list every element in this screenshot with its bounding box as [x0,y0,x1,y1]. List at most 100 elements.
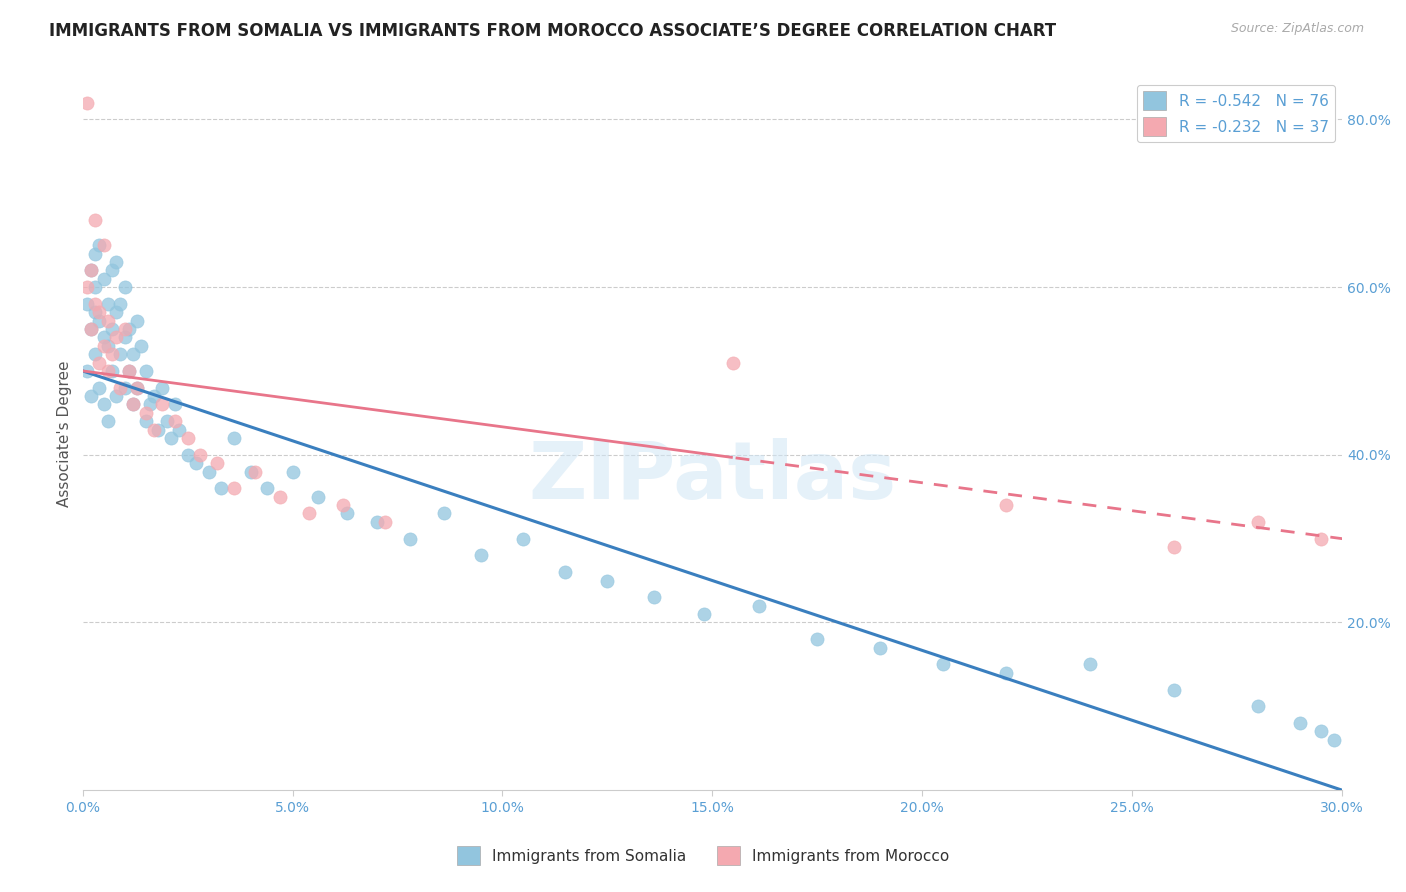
Point [80,322,103,336]
Point [1163,540,1185,554]
Text: Source: ZipAtlas.com: Source: ZipAtlas.com [1230,22,1364,36]
Point [243,465,266,479]
Point [281,465,304,479]
Point [336,507,359,521]
Point [101,364,124,378]
Point [298,507,321,521]
Point [869,640,891,655]
Point [1289,716,1312,731]
Point [148,423,170,437]
Point [163,397,186,411]
Point [512,532,534,546]
Point [995,498,1018,512]
Point [399,532,422,546]
Y-axis label: Associate's Degree: Associate's Degree [58,360,72,507]
Point [97,313,120,327]
Point [110,297,132,311]
Point [723,355,745,369]
Point [167,423,190,437]
Legend: R = -0.542   N = 76, R = -0.232   N = 37: R = -0.542 N = 76, R = -0.232 N = 37 [1137,85,1334,142]
Point [197,465,219,479]
Point [80,263,103,277]
Point [105,305,128,319]
Point [122,397,145,411]
Point [84,305,107,319]
Point [176,431,198,445]
Point [89,238,111,252]
Point [118,322,141,336]
Text: IMMIGRANTS FROM SOMALIA VS IMMIGRANTS FROM MOROCCO ASSOCIATE’S DEGREE CORRELATIO: IMMIGRANTS FROM SOMALIA VS IMMIGRANTS FR… [49,22,1056,40]
Point [1310,724,1333,739]
Point [76,280,98,294]
Point [101,347,124,361]
Point [93,397,115,411]
Point [84,297,107,311]
Point [80,322,103,336]
Point [89,305,111,319]
Point [374,515,396,529]
Point [114,330,136,344]
Point [1247,515,1270,529]
Point [84,246,107,260]
Point [122,397,145,411]
Point [155,414,177,428]
Point [256,481,278,495]
Point [97,414,120,428]
Point [135,414,157,428]
Point [97,364,120,378]
Point [76,95,98,110]
Point [643,591,665,605]
Point [93,330,115,344]
Point [143,423,166,437]
Point [118,364,141,378]
Point [93,238,115,252]
Point [269,490,291,504]
Point [84,280,107,294]
Point [366,515,388,529]
Point [114,322,136,336]
Point [101,263,124,277]
Point [84,347,107,361]
Point [995,665,1018,680]
Point [80,389,103,403]
Point [1310,532,1333,546]
Point [205,456,228,470]
Point [127,381,149,395]
Point [596,574,619,588]
Point [307,490,329,504]
Point [554,565,576,579]
Point [748,599,770,613]
Point [89,313,111,327]
Point [176,448,198,462]
Text: ZIPatlas: ZIPatlas [529,438,897,516]
Point [114,280,136,294]
Point [76,364,98,378]
Point [101,322,124,336]
Point [1163,682,1185,697]
Point [184,456,207,470]
Point [114,381,136,395]
Point [433,507,456,521]
Point [97,297,120,311]
Point [105,330,128,344]
Point [131,339,153,353]
Point [93,339,115,353]
Point [135,406,157,420]
Point [118,364,141,378]
Point [139,397,162,411]
Point [80,263,103,277]
Point [932,657,955,672]
Point [84,213,107,227]
Point [93,271,115,285]
Point [105,255,128,269]
Point [127,313,149,327]
Point [1323,732,1346,747]
Point [188,448,211,462]
Point [135,364,157,378]
Point [163,414,186,428]
Point [693,607,716,621]
Point [806,632,828,647]
Point [97,339,120,353]
Point [222,481,245,495]
Point [332,498,354,512]
